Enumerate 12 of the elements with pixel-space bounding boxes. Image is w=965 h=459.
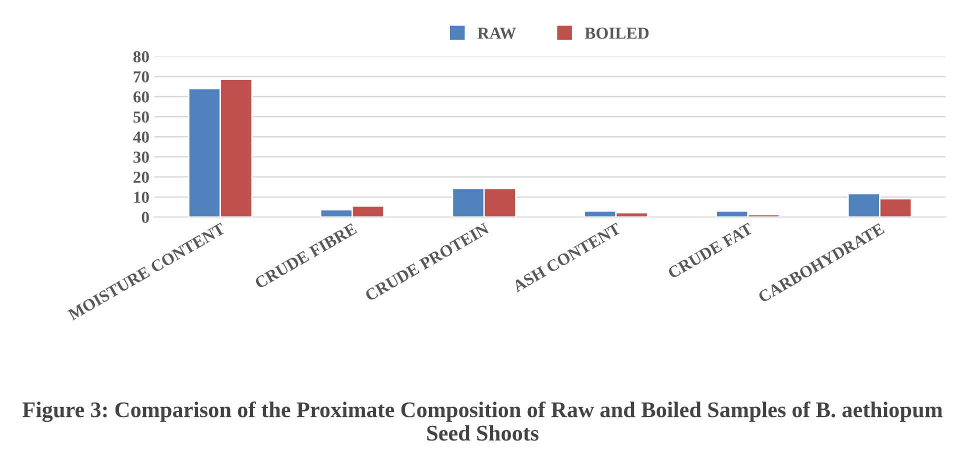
y-tick-label: 50 [134,111,149,123]
y-tick-label: 20 [134,172,149,183]
y-tick-label: 80 [133,51,149,62]
y-tick-label: 30 [134,152,149,163]
y-tick-label: 0 [142,212,149,224]
legend-label: BOILED [584,28,649,39]
y-tick-label: 40 [133,131,149,143]
y-tick-label: 70 [134,71,149,82]
y-tick-label: 10 [134,192,149,203]
y-tick-label: 60 [133,91,149,103]
legend-label: RAW [478,28,516,39]
text: Figure 3: Comparison of the Proximate Composition of Raw and Boiled Samples of B. aethiopum Seed Shoots [22,401,943,441]
